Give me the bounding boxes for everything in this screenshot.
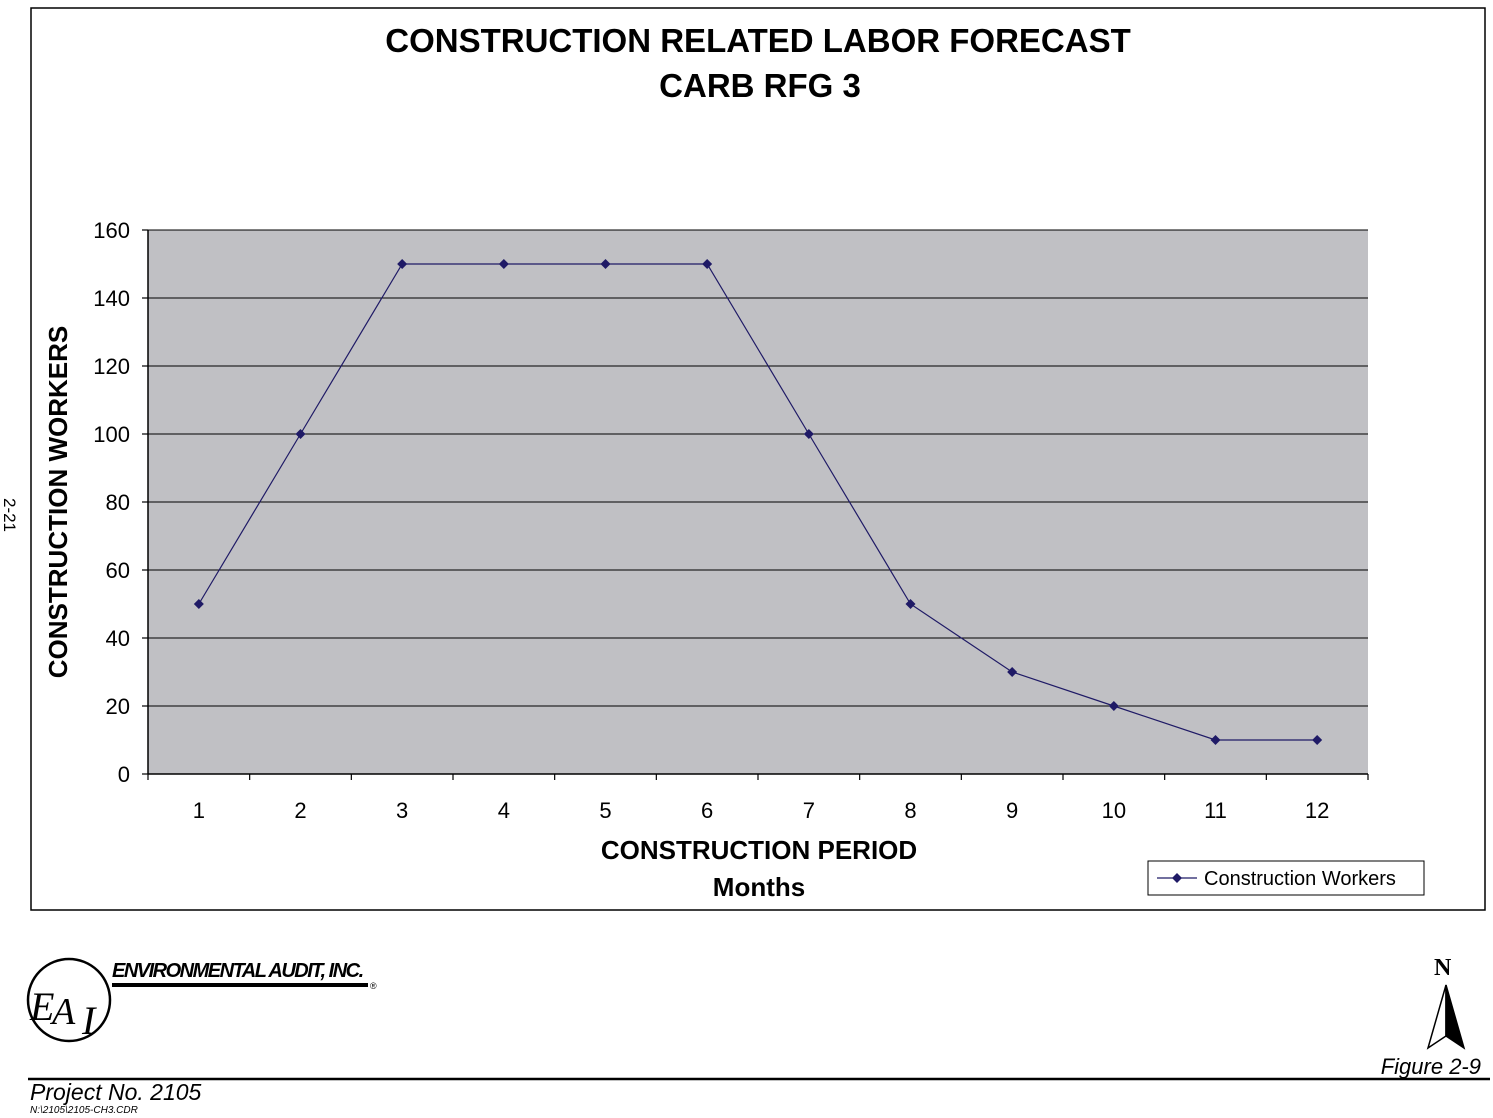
x-axis-subtitle: Months xyxy=(713,872,805,902)
x-tick-label: 12 xyxy=(1305,798,1329,823)
x-axis-title: CONSTRUCTION PERIOD xyxy=(601,835,917,865)
x-ticks: 1 2 3 4 5 6 7 8 9 10 11 12 xyxy=(147,774,1369,823)
chart-subtitle: CARB RFG 3 xyxy=(659,67,861,104)
logo-letter-i: I xyxy=(81,998,97,1043)
x-tick-label: 11 xyxy=(1204,798,1227,823)
y-tick-label: 60 xyxy=(106,558,130,583)
logo-letter-a: A xyxy=(49,991,76,1033)
series-line xyxy=(198,263,1318,741)
chart-title: CONSTRUCTION RELATED LABOR FORECAST xyxy=(385,22,1131,59)
y-ticks: 0 20 40 60 80 100 120 140 160 xyxy=(93,218,148,787)
data-point xyxy=(498,259,509,269)
x-tick-label: 5 xyxy=(599,798,611,823)
data-point xyxy=(1007,667,1018,677)
figure-label: Figure 2-9 xyxy=(1380,1054,1481,1079)
data-point xyxy=(1108,701,1119,711)
x-tick-label: 8 xyxy=(904,798,916,823)
x-tick-label: 7 xyxy=(803,798,815,823)
north-label: N xyxy=(1434,955,1452,981)
file-path: N:\2105\2105-CH3.CDR xyxy=(30,1105,138,1116)
data-point xyxy=(193,599,204,609)
x-tick-label: 4 xyxy=(498,798,510,823)
company-logo: E A I ® xyxy=(26,957,377,1043)
x-tick-label: 9 xyxy=(1006,798,1018,823)
y-tick-label: 0 xyxy=(118,762,130,787)
x-tick-label: 3 xyxy=(396,798,408,823)
y-axis-title: CONSTRUCTION WORKERS xyxy=(43,326,73,678)
x-tick-label: 1 xyxy=(193,798,205,823)
logo-circle xyxy=(26,957,112,1043)
grid-lines xyxy=(148,229,1368,707)
legend: Construction Workers xyxy=(1147,860,1425,896)
y-tick-label: 160 xyxy=(93,218,130,243)
logo-letter-e: E xyxy=(29,984,54,1029)
x-tick-label: 6 xyxy=(701,798,713,823)
y-tick-label: 80 xyxy=(106,490,130,515)
data-point xyxy=(702,259,713,269)
data-point xyxy=(1210,735,1221,745)
series-layer xyxy=(193,259,1323,745)
data-point xyxy=(1312,735,1323,745)
y-tick-label: 40 xyxy=(106,626,130,651)
registered-mark: ® xyxy=(370,981,377,991)
page-number: 2-21 xyxy=(0,497,20,533)
project-number: Project No. 2105 xyxy=(30,1079,202,1105)
y-tick-label: 20 xyxy=(106,694,130,719)
y-tick-label: 100 xyxy=(93,422,130,447)
legend-label: Construction Workers xyxy=(1204,868,1396,890)
data-point xyxy=(397,259,408,269)
data-point xyxy=(600,259,611,269)
data-point xyxy=(905,599,916,609)
y-tick-label: 140 xyxy=(93,286,130,311)
data-point xyxy=(803,429,814,439)
x-tick-label: 10 xyxy=(1102,798,1126,823)
legend-marker-swatch xyxy=(1172,873,1182,883)
north-arrow-icon xyxy=(1426,984,1466,1050)
y-tick-label: 120 xyxy=(93,354,130,379)
data-point xyxy=(295,429,306,439)
company-name: ENVIRONMENTAL AUDIT, INC. xyxy=(112,960,364,982)
x-tick-label: 2 xyxy=(294,798,306,823)
